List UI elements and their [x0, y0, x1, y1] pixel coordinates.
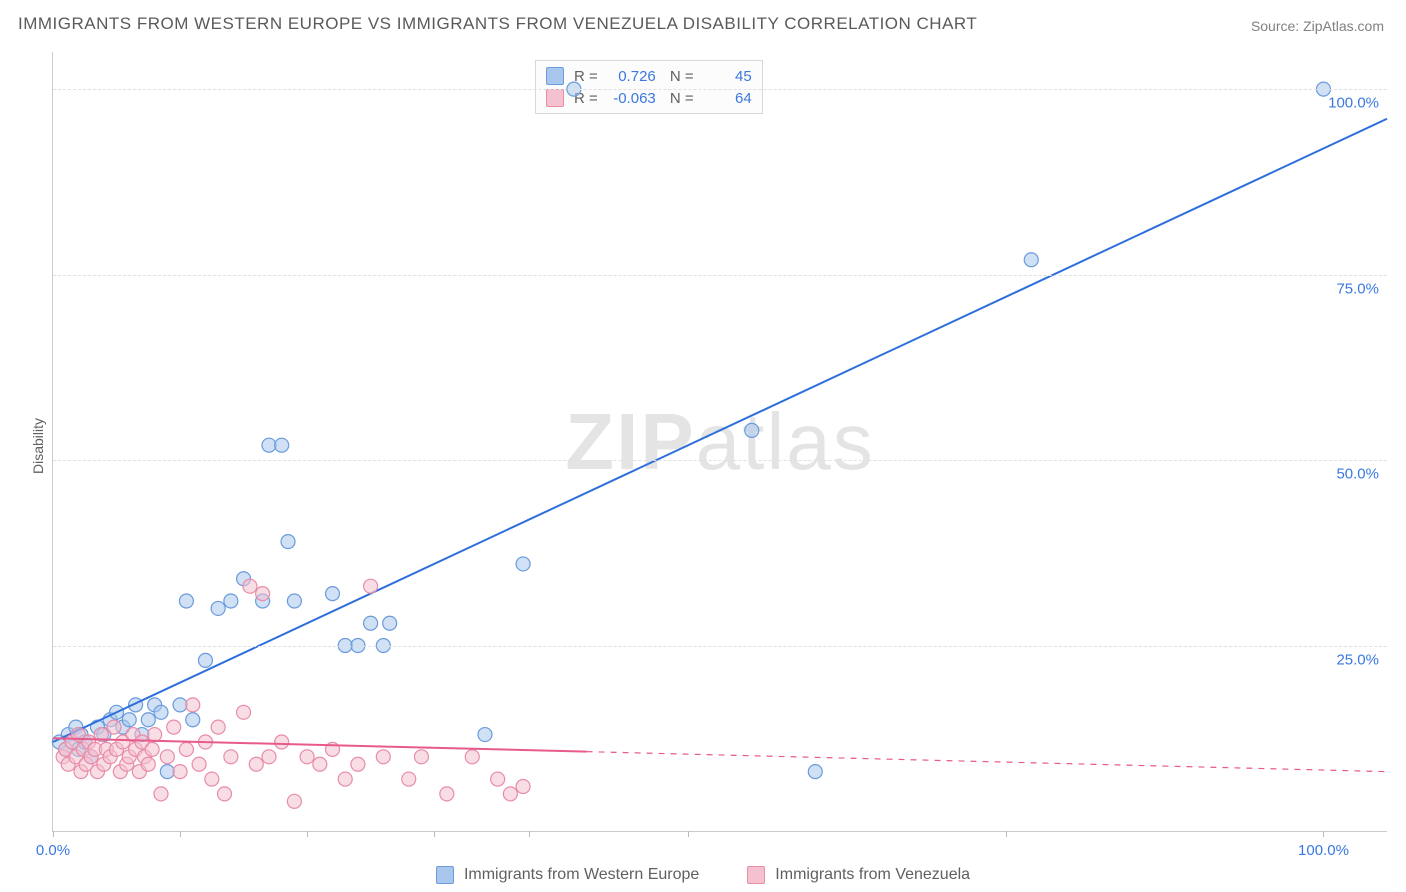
data-point [211, 601, 225, 615]
data-point [186, 713, 200, 727]
legend-item-venezuela: Immigrants from Venezuela [747, 866, 970, 884]
data-point [383, 616, 397, 630]
x-tick-mark [1323, 831, 1324, 837]
data-point [237, 705, 251, 719]
data-point [179, 742, 193, 756]
data-point [503, 787, 517, 801]
data-point [440, 787, 454, 801]
data-point [275, 735, 289, 749]
swatch-icon [436, 866, 454, 884]
data-point [160, 765, 174, 779]
data-point [338, 772, 352, 786]
gridline [53, 275, 1387, 276]
data-point [516, 779, 530, 793]
data-point [478, 728, 492, 742]
y-tick-label: 50.0% [1336, 466, 1379, 483]
chart-container: IMMIGRANTS FROM WESTERN EUROPE VS IMMIGR… [0, 0, 1406, 892]
data-point [262, 750, 276, 764]
chart-title: IMMIGRANTS FROM WESTERN EUROPE VS IMMIGR… [18, 14, 977, 34]
data-point [376, 750, 390, 764]
data-point [414, 750, 428, 764]
data-point [351, 757, 365, 771]
data-point [243, 579, 257, 593]
x-tick-mark [529, 831, 530, 837]
data-point [262, 438, 276, 452]
data-point [192, 757, 206, 771]
data-point [141, 713, 155, 727]
x-tick-mark [1006, 831, 1007, 837]
data-point [154, 705, 168, 719]
legend-label: Immigrants from Venezuela [775, 866, 970, 884]
gridline [53, 89, 1387, 90]
data-point [141, 757, 155, 771]
data-point [313, 757, 327, 771]
data-point [173, 698, 187, 712]
swatch-icon [747, 866, 765, 884]
data-point [300, 750, 314, 764]
data-point [1024, 253, 1038, 267]
data-point [167, 720, 181, 734]
data-point [154, 787, 168, 801]
gridline [53, 646, 1387, 647]
data-point [160, 750, 174, 764]
trend-line [53, 119, 1387, 742]
x-tick-mark [53, 831, 54, 837]
data-point [287, 794, 301, 808]
x-tick-mark [307, 831, 308, 837]
y-tick-label: 25.0% [1336, 651, 1379, 668]
legend-item-western-europe: Immigrants from Western Europe [436, 866, 699, 884]
x-tick-label: 0.0% [36, 842, 70, 859]
gridline [53, 460, 1387, 461]
data-point [808, 765, 822, 779]
data-point [211, 720, 225, 734]
plot-area: ZIPatlas R = 0.726 N = 45 R = -0.063 N =… [52, 52, 1387, 832]
x-tick-mark [688, 831, 689, 837]
data-point [364, 579, 378, 593]
data-point [179, 594, 193, 608]
data-point [186, 698, 200, 712]
data-point [224, 750, 238, 764]
data-point [465, 750, 479, 764]
data-point [364, 616, 378, 630]
data-point [218, 787, 232, 801]
data-point [275, 438, 289, 452]
y-tick-label: 75.0% [1336, 280, 1379, 297]
data-point [107, 720, 121, 734]
data-point [256, 587, 270, 601]
data-point [326, 587, 340, 601]
source-label: Source: ZipAtlas.com [1251, 18, 1384, 34]
x-tick-mark [180, 831, 181, 837]
y-tick-label: 100.0% [1328, 95, 1379, 112]
data-point [249, 757, 263, 771]
y-axis-label: Disability [30, 418, 46, 474]
data-point [145, 742, 159, 756]
data-point [491, 772, 505, 786]
data-point [173, 765, 187, 779]
data-point [745, 423, 759, 437]
data-point [281, 535, 295, 549]
trend-line-dashed [587, 752, 1387, 772]
bottom-legend: Immigrants from Western Europe Immigrant… [0, 866, 1406, 884]
data-point [198, 653, 212, 667]
data-point [287, 594, 301, 608]
chart-svg [53, 52, 1387, 831]
data-point [205, 772, 219, 786]
x-tick-mark [434, 831, 435, 837]
x-tick-label: 100.0% [1298, 842, 1349, 859]
data-point [516, 557, 530, 571]
legend-label: Immigrants from Western Europe [464, 866, 699, 884]
data-point [224, 594, 238, 608]
data-point [402, 772, 416, 786]
data-point [148, 728, 162, 742]
data-point [122, 713, 136, 727]
